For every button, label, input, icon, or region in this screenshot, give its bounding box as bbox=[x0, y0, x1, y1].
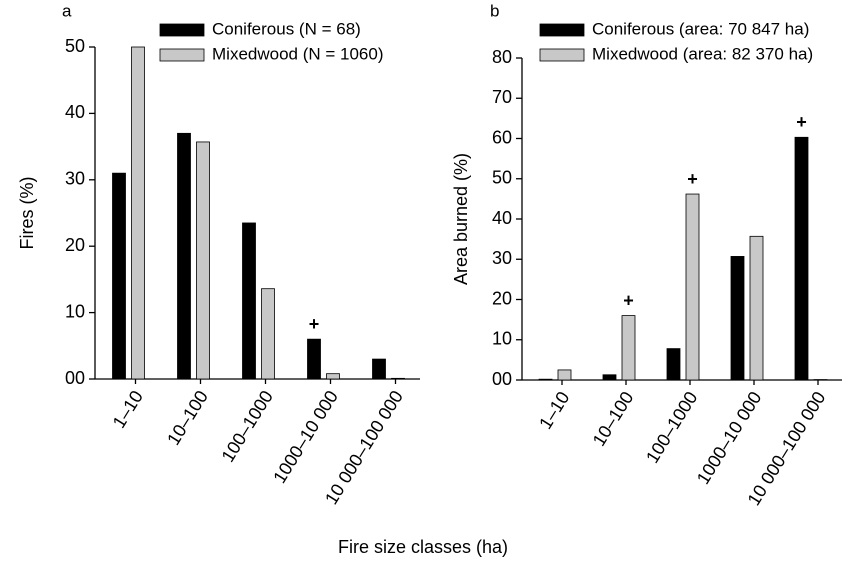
annotation: + bbox=[623, 290, 634, 310]
legend-label: Mixedwood (N = 1060) bbox=[212, 44, 384, 63]
x-tick-label: 1000–10 000 bbox=[693, 388, 766, 488]
y-tick-label: 50 bbox=[65, 36, 85, 56]
bar bbox=[557, 369, 572, 381]
panel-label: a bbox=[62, 1, 72, 20]
y-tick-label: 40 bbox=[65, 102, 85, 122]
y-tick-label: 10 bbox=[492, 329, 512, 349]
bar bbox=[326, 373, 340, 380]
bar bbox=[602, 374, 617, 381]
x-axis-label: Fire size classes (ha) bbox=[338, 537, 508, 557]
x-tick-label: 1000–10 000 bbox=[269, 387, 342, 487]
bar bbox=[372, 358, 386, 380]
bar bbox=[685, 193, 700, 381]
annotation: + bbox=[796, 112, 807, 132]
y-tick-label: 00 bbox=[65, 368, 85, 388]
bar bbox=[177, 132, 191, 380]
bar bbox=[131, 46, 145, 380]
bar bbox=[538, 378, 553, 381]
x-tick-label: 100–1000 bbox=[218, 387, 277, 466]
annotation: + bbox=[309, 314, 320, 334]
bar bbox=[749, 235, 764, 381]
bar bbox=[307, 338, 321, 380]
bar bbox=[730, 256, 745, 381]
y-tick-label: 30 bbox=[65, 169, 85, 189]
bar bbox=[261, 288, 275, 380]
x-tick-label: 1–10 bbox=[109, 387, 147, 432]
x-tick-label: 10–100 bbox=[589, 388, 638, 450]
y-tick-label: 50 bbox=[492, 168, 512, 188]
y-tick-label: 70 bbox=[492, 87, 512, 107]
y-axis-label: Fires (%) bbox=[17, 177, 37, 250]
panel-label: b bbox=[490, 1, 499, 20]
legend-swatch bbox=[539, 23, 585, 37]
y-tick-label: 60 bbox=[492, 127, 512, 147]
bar bbox=[196, 141, 210, 380]
legend-label: Mixedwood (area: 82 370 ha) bbox=[592, 44, 813, 63]
y-axis-label: Area burned (%) bbox=[451, 153, 471, 285]
bar bbox=[391, 377, 405, 380]
x-tick-label: 10–100 bbox=[163, 387, 212, 449]
x-tick-label: 100–1000 bbox=[642, 388, 701, 467]
x-tick-label: 1–10 bbox=[535, 388, 573, 433]
bar bbox=[621, 315, 636, 381]
y-tick-label: 10 bbox=[65, 301, 85, 321]
y-tick-label: 00 bbox=[492, 369, 512, 389]
bar bbox=[794, 136, 809, 381]
legend-swatch bbox=[159, 23, 205, 37]
y-tick-label: 30 bbox=[492, 248, 512, 268]
annotation: + bbox=[687, 169, 698, 189]
bar bbox=[112, 172, 126, 380]
bar bbox=[242, 222, 256, 380]
y-tick-label: 20 bbox=[492, 288, 512, 308]
y-tick-label: 40 bbox=[492, 208, 512, 228]
y-tick-label: 80 bbox=[492, 47, 512, 67]
bar bbox=[666, 348, 681, 381]
legend-label: Coniferous (area: 70 847 ha) bbox=[592, 19, 809, 38]
y-tick-label: 20 bbox=[65, 235, 85, 255]
legend-swatch bbox=[159, 48, 205, 62]
legend-label: Coniferous (N = 68) bbox=[212, 19, 361, 38]
legend-swatch bbox=[539, 48, 585, 62]
